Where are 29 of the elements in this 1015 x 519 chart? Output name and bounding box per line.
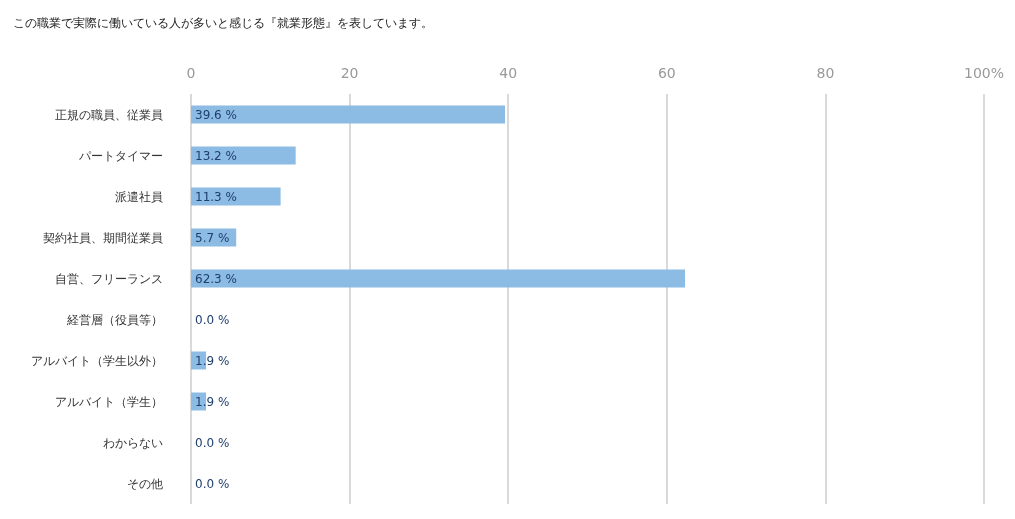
x-tick-label: 100% <box>963 65 1004 81</box>
bar <box>191 146 296 165</box>
x-tick-label: 80 <box>816 65 835 81</box>
x-tick-label: 40 <box>499 65 518 81</box>
data-label: 0.0 % <box>195 312 230 327</box>
y-tick-label: わからない <box>103 435 163 450</box>
data-label: 13.2 % <box>195 148 237 163</box>
y-tick-label: パートタイマー <box>78 148 163 163</box>
y-tick-label: 派遣社員 <box>115 189 163 204</box>
y-tick-label: 正規の職員、従業員 <box>55 107 163 122</box>
y-tick-label: 契約社員、期間従業員 <box>43 230 163 245</box>
y-tick-label: アルバイト（学生） <box>55 394 163 409</box>
data-label: 39.6 % <box>195 107 237 122</box>
y-tick-label: その他 <box>127 476 163 491</box>
chart-title: この職業で実際に働いている人が多いと感じる『就業形態』を表しています。 <box>13 16 433 30</box>
y-tick-label: 自営、フリーランス <box>55 271 163 286</box>
x-tick-label: 20 <box>340 65 359 81</box>
data-label: 5.7 % <box>195 230 230 245</box>
y-tick-label: アルバイト（学生以外） <box>31 353 163 368</box>
x-tick-label: 0 <box>186 65 196 81</box>
data-label: 62.3 % <box>195 271 237 286</box>
y-tick-label: 経営層（役員等） <box>66 312 163 327</box>
x-tick-label: 60 <box>657 65 676 81</box>
data-label: 11.3 % <box>195 189 237 204</box>
data-label: 0.0 % <box>195 435 230 450</box>
bar <box>191 269 686 288</box>
bar <box>191 187 281 206</box>
data-label: 0.0 % <box>195 476 230 491</box>
bar <box>191 105 506 124</box>
